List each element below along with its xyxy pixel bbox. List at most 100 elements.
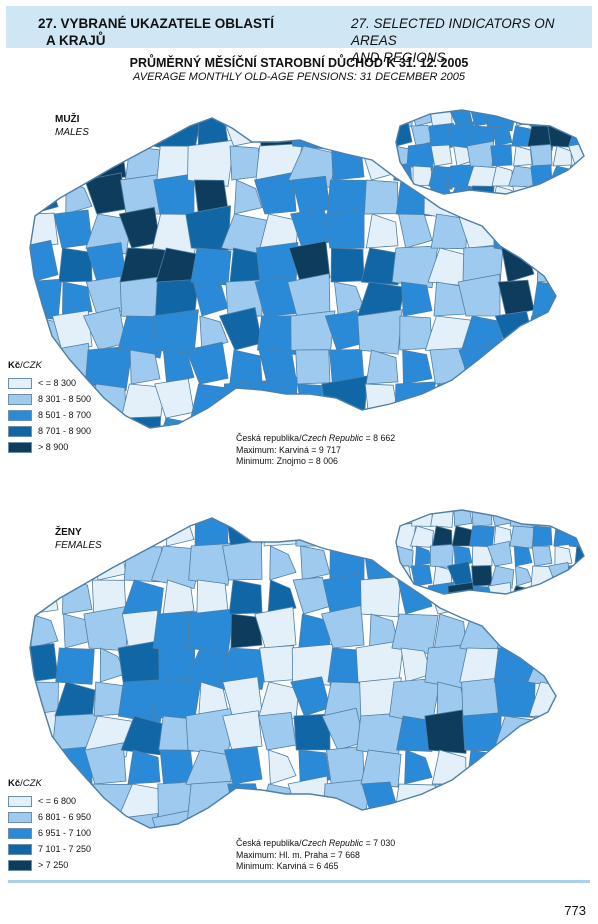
district-area	[30, 239, 59, 283]
district-area	[434, 783, 467, 819]
district-area	[190, 247, 232, 286]
district-area	[554, 545, 573, 567]
district-area	[453, 510, 473, 527]
district-area	[547, 110, 573, 127]
district-area	[429, 543, 455, 569]
district-area	[552, 145, 573, 167]
district-area	[291, 175, 331, 215]
district-area	[233, 179, 263, 215]
district-area	[471, 510, 493, 527]
district-area	[364, 383, 399, 419]
district-area	[402, 817, 433, 828]
district-area	[223, 746, 263, 785]
district-area	[30, 141, 59, 181]
district-area	[55, 647, 95, 685]
header-band: 27. VYBRANÉ UKAZATELE OBLASTÍ A KRAJŮ 27…	[6, 6, 592, 65]
district-area	[218, 307, 263, 351]
district-area	[84, 742, 127, 785]
district-area	[488, 582, 513, 594]
district-area	[324, 208, 365, 249]
district-area	[566, 510, 584, 529]
district-area	[259, 645, 297, 683]
district-area	[365, 213, 399, 249]
district-area	[552, 185, 573, 194]
district-area	[490, 144, 513, 167]
footer-rule	[8, 880, 590, 883]
males-legend-item: 8 701 - 8 900	[8, 423, 91, 439]
district-area	[398, 213, 433, 249]
district-area	[400, 281, 433, 317]
header-title-en: 27. SELECTED INDICATORS ON AREAS AND REG…	[351, 16, 555, 65]
district-area	[356, 118, 399, 147]
district-area	[525, 313, 556, 359]
district-area	[62, 579, 93, 615]
district-area	[567, 581, 584, 594]
district-area	[394, 381, 436, 422]
legend-swatch	[8, 441, 32, 453]
district-area	[257, 712, 297, 751]
females-stats: Česká republika/Czech Republic = 7 030 M…	[236, 838, 396, 871]
district-area	[325, 745, 365, 785]
district-area	[188, 542, 234, 586]
district-area	[30, 643, 59, 683]
legend-swatch	[8, 409, 32, 421]
district-area	[129, 518, 161, 547]
district-area	[538, 749, 556, 785]
district-area	[287, 775, 331, 819]
district-area	[321, 375, 368, 422]
district-area	[457, 273, 501, 317]
district-area	[85, 811, 127, 828]
region-outline	[395, 109, 585, 195]
district-area	[527, 207, 556, 254]
district-area	[428, 814, 467, 828]
district-area	[430, 144, 453, 167]
males-label: MUŽI MALES	[55, 114, 89, 138]
district-area	[513, 545, 533, 567]
district-area	[222, 710, 263, 751]
females-choropleth-map	[29, 509, 585, 829]
district-area	[426, 417, 472, 428]
district-area	[531, 545, 553, 567]
males-legend-item: 8 501 - 8 700	[8, 407, 91, 423]
district-area	[554, 585, 573, 594]
district-area	[269, 545, 297, 581]
district-area	[430, 510, 454, 528]
district-area	[162, 579, 195, 615]
district-area	[425, 383, 473, 425]
district-area	[360, 247, 402, 286]
district-area	[497, 783, 537, 821]
legend-swatch	[8, 843, 32, 855]
district-area	[187, 608, 235, 655]
district-area	[222, 812, 263, 828]
district-area	[463, 417, 503, 428]
district-area	[429, 183, 453, 194]
district-area	[300, 545, 331, 581]
district-area	[197, 417, 229, 428]
district-area	[447, 110, 473, 127]
district-area	[257, 813, 297, 828]
district-area	[391, 245, 439, 289]
district-area	[153, 309, 199, 355]
district-area	[64, 518, 93, 547]
district-area	[83, 605, 130, 652]
females-label: ŽENY FEMALES	[55, 527, 102, 551]
district-area	[222, 540, 263, 581]
district-area	[396, 715, 434, 752]
district-area	[254, 172, 297, 215]
district-area	[428, 122, 454, 148]
district-area	[529, 143, 553, 167]
district-area	[268, 749, 297, 785]
district-area	[431, 749, 467, 785]
district-area	[330, 247, 365, 283]
district-area	[295, 349, 331, 385]
region-outline	[395, 509, 585, 595]
district-area	[120, 715, 166, 756]
district-area	[533, 783, 556, 819]
district-area	[193, 281, 229, 317]
district-area	[464, 783, 502, 820]
district-area	[536, 247, 556, 283]
district-area	[30, 579, 59, 615]
district-area	[30, 118, 59, 147]
district-area	[486, 540, 513, 567]
district-area	[451, 525, 473, 547]
